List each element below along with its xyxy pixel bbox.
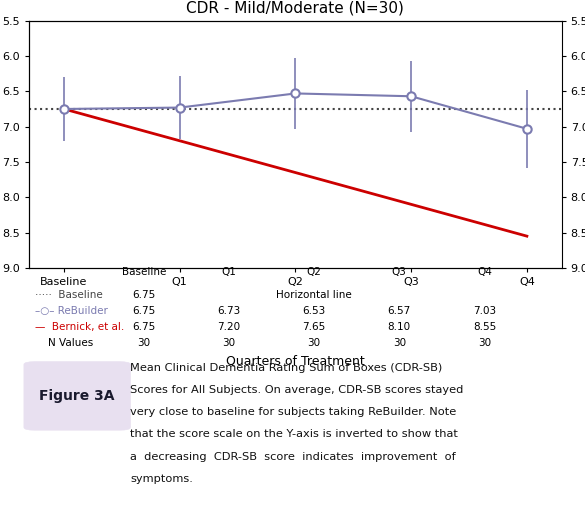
Text: 6.73: 6.73: [217, 306, 240, 316]
Text: 30: 30: [222, 338, 235, 347]
Text: 6.53: 6.53: [302, 306, 326, 316]
FancyBboxPatch shape: [24, 362, 130, 430]
Text: –○– ReBuilder: –○– ReBuilder: [35, 306, 108, 316]
Text: Q2: Q2: [307, 267, 322, 277]
Text: 30: 30: [308, 338, 321, 347]
Text: 6.75: 6.75: [132, 290, 156, 300]
Text: 30: 30: [478, 338, 491, 347]
Text: Scores for All Subjects. On average, CDR-SB scores stayed: Scores for All Subjects. On average, CDR…: [130, 385, 464, 395]
Text: Q1: Q1: [222, 267, 236, 277]
Text: 7.20: 7.20: [217, 322, 240, 332]
Text: Figure 3A: Figure 3A: [39, 389, 115, 403]
Text: N Values: N Values: [35, 338, 93, 347]
Text: that the score scale on the Y-axis is inverted to show that: that the score scale on the Y-axis is in…: [130, 430, 458, 439]
Text: a  decreasing  CDR-SB  score  indicates  improvement  of: a decreasing CDR-SB score indicates impr…: [130, 451, 456, 462]
Text: 6.57: 6.57: [388, 306, 411, 316]
Text: very close to baseline for subjects taking ReBuilder. Note: very close to baseline for subjects taki…: [130, 407, 457, 417]
Text: 30: 30: [393, 338, 406, 347]
Text: Baseline: Baseline: [122, 267, 166, 277]
Text: 6.75: 6.75: [132, 306, 156, 316]
Title: CDR - Mild/Moderate (N=30): CDR - Mild/Moderate (N=30): [187, 1, 404, 16]
Text: 6.75: 6.75: [132, 322, 156, 332]
Text: 30: 30: [137, 338, 150, 347]
Text: Q3: Q3: [392, 267, 407, 277]
Text: Q4: Q4: [477, 267, 492, 277]
Text: Horizontal line: Horizontal line: [276, 290, 352, 300]
Text: 8.10: 8.10: [388, 322, 411, 332]
Text: Quarters of Treatment: Quarters of Treatment: [226, 355, 365, 368]
Text: 8.55: 8.55: [473, 322, 496, 332]
Text: ·····  Baseline: ····· Baseline: [35, 290, 102, 300]
Text: Mean Clinical Dementia Rating Sum of Boxes (CDR-SB): Mean Clinical Dementia Rating Sum of Box…: [130, 363, 443, 373]
Text: —  Bernick, et al.: — Bernick, et al.: [35, 322, 124, 332]
Text: symptoms.: symptoms.: [130, 474, 193, 484]
Text: 7.65: 7.65: [302, 322, 326, 332]
Text: 7.03: 7.03: [473, 306, 496, 316]
